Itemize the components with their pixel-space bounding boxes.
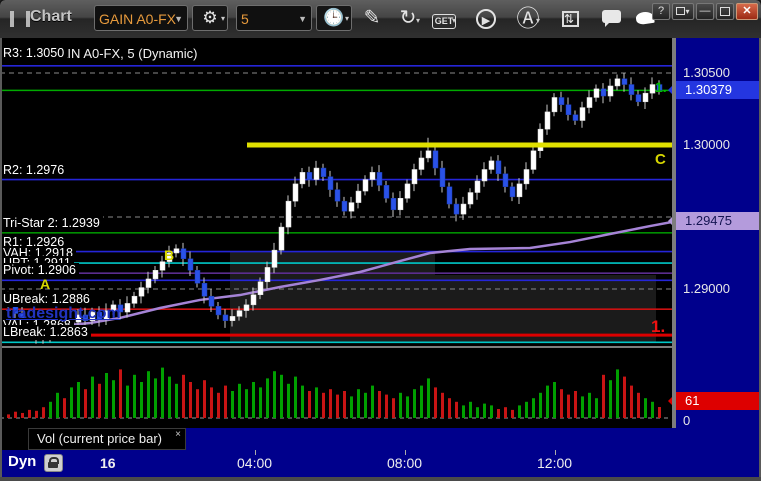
pivot-label: Tri-Star 2: 1.2939 — [2, 215, 103, 231]
play-replay-button[interactable]: ▶ — [472, 6, 500, 32]
comment-bubble-button[interactable] — [598, 6, 626, 32]
export-send-button[interactable]: ⇅ — [556, 6, 584, 32]
interval-value: 5 — [241, 11, 249, 27]
chart-type-button[interactable]: ↻ ▾ — [399, 7, 420, 29]
padlock-icon — [48, 462, 58, 468]
pivot-label: Pivot: 1.2906 — [2, 263, 79, 279]
help-button[interactable]: ? — [652, 3, 670, 20]
time-axis-bar[interactable]: Dyn 16 04:00 08:00 12:00 — [0, 450, 761, 477]
auto-analysis-button[interactable]: Ⓐ ▾ — [516, 5, 541, 31]
interval-dropdown[interactable]: 5 ▼ — [236, 5, 312, 31]
padlock-icon — [49, 457, 59, 464]
close-tab-icon[interactable]: × — [175, 429, 181, 440]
volume-indicator-tab[interactable]: Vol (current price bar) × — [28, 428, 186, 450]
time-axis-tick — [555, 450, 556, 455]
time-axis-label: 04:00 — [237, 455, 273, 471]
volume-tab-label: Vol (current price bar) — [37, 431, 162, 446]
moving-average-tag: 1.29475 — [668, 211, 759, 230]
candlestick-chart — [0, 64, 672, 344]
marker-a: A — [40, 276, 51, 292]
panel-title: Chart — [30, 8, 72, 25]
time-axis-tick — [405, 450, 406, 455]
chevron-down-icon: ▼ — [298, 14, 307, 24]
get-data-button[interactable]: GET ▾ — [430, 6, 458, 32]
symbol-settings-button[interactable]: ⚙ ▾ — [192, 5, 228, 31]
time-settings-button[interactable]: 🕒 ▾ — [316, 5, 352, 31]
maximize-button[interactable] — [716, 3, 734, 20]
window-bottom-border — [0, 477, 761, 481]
get-label: GET — [431, 14, 457, 29]
pivot-label: R1: 1.2926 — [2, 234, 68, 250]
window-left-border — [0, 38, 2, 477]
lock-scale-button[interactable] — [44, 454, 63, 472]
float-window-button[interactable]: ▾ — [672, 3, 694, 20]
close-button[interactable]: ✕ — [736, 3, 758, 20]
time-axis-label: 12:00 — [537, 455, 573, 471]
price-axis-label: 1.30500 — [683, 65, 730, 80]
symbol-dropdown[interactable]: GAIN A0-FX ▼ — [94, 5, 188, 31]
price-axis-label: 1.29000 — [683, 281, 730, 296]
marker-b: B — [164, 247, 175, 263]
price-pane[interactable]: GBP@GAIN A0-FX, 5 (Dynamic) R3: 1.3050 R2… — [0, 38, 672, 346]
date-label: 16 — [100, 455, 116, 471]
tab-row-background — [186, 428, 761, 450]
time-axis-label: 08:00 — [387, 455, 423, 471]
pivot-label: LBreak: 1.2863 — [2, 325, 91, 341]
speech-bubble-icon — [602, 10, 621, 27]
volume-bars — [0, 367, 672, 419]
red-flag-label: 1. — [651, 317, 666, 336]
panel-grip-icon[interactable] — [10, 11, 30, 27]
volume-zero-label: 0 — [683, 413, 691, 428]
pane-divider[interactable] — [0, 346, 761, 348]
window-right-border — [759, 38, 761, 477]
last-price-tag: 1.30379 — [668, 81, 759, 100]
green-price-label: 1. — [655, 79, 667, 95]
minimize-button[interactable]: — — [696, 3, 714, 20]
pivot-label: R2: 1.2976 — [2, 162, 68, 178]
pivot-label: UBreak: 1.2886 — [2, 292, 93, 308]
axis-divider[interactable] — [672, 38, 676, 458]
symbol-value: GAIN A0-FX — [99, 11, 177, 27]
draw-pencil-button[interactable]: ✎ — [363, 7, 381, 29]
chevron-down-icon: ▼ — [174, 14, 183, 24]
price-axis-label: 1.30000 — [683, 137, 730, 152]
time-axis-tick — [255, 450, 256, 455]
marker-c: C — [655, 151, 666, 168]
volume-pane[interactable] — [0, 348, 672, 428]
dynamic-mode-label[interactable]: Dyn — [8, 453, 37, 470]
pivot-label: R3: 1.3050 — [2, 46, 68, 61]
current-volume-tag: 61 — [668, 392, 759, 410]
watermark-link[interactable]: tradesight.com — [6, 305, 121, 322]
toolbar: Chart GAIN A0-FX ▼ ⚙ ▾ 5 ▼ 🕒 ▾ ✎ ↻ ▾ GET ▾ ▶… — [0, 0, 761, 39]
